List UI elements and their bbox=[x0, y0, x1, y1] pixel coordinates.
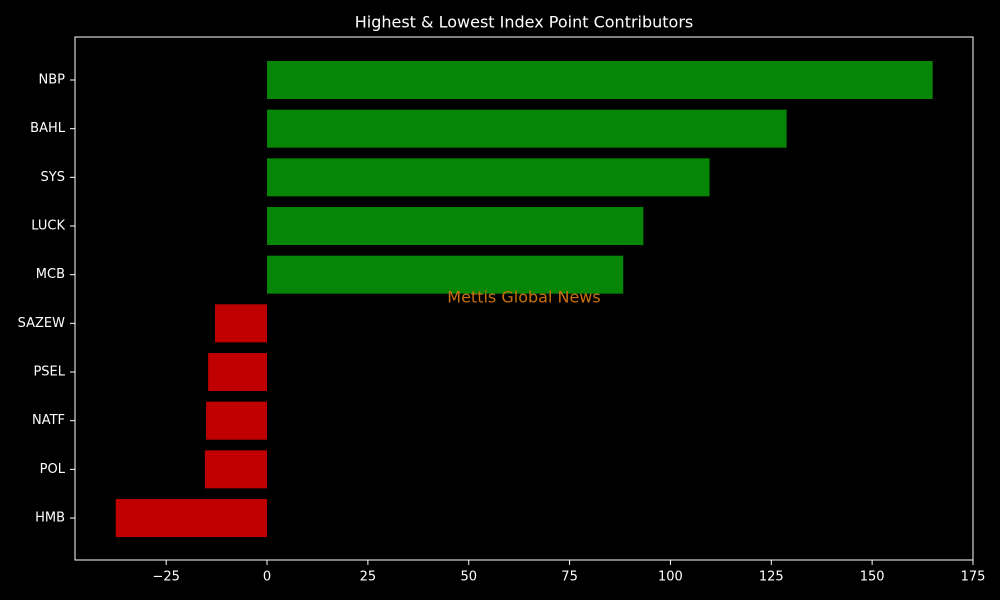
plot-frame bbox=[74, 36, 974, 561]
bar bbox=[208, 353, 268, 392]
chart-title: Highest & Lowest Index Point Contributor… bbox=[355, 13, 694, 32]
y-tick-label: SYS bbox=[41, 170, 65, 185]
y-tick-label: NATF bbox=[32, 413, 65, 428]
x-tick-label: 75 bbox=[561, 570, 578, 585]
y-tick-label: LUCK bbox=[31, 219, 65, 234]
bar bbox=[267, 109, 787, 148]
x-tick-label: 0 bbox=[263, 570, 271, 585]
y-tick-label: POL bbox=[40, 462, 66, 477]
y-tick-label: PSEL bbox=[33, 365, 65, 380]
x-tick-label: 175 bbox=[961, 570, 986, 585]
watermark: Mettis Global News bbox=[447, 288, 600, 307]
bar bbox=[267, 255, 624, 294]
y-tick-label: HMB bbox=[35, 511, 65, 526]
y-tick-label: MCB bbox=[36, 267, 65, 282]
bar bbox=[214, 304, 268, 343]
bar bbox=[206, 401, 268, 440]
bar bbox=[204, 450, 268, 489]
x-tick-label: 150 bbox=[860, 570, 885, 585]
bar bbox=[267, 158, 710, 197]
bar bbox=[115, 499, 268, 538]
y-tick-label: NBP bbox=[39, 73, 66, 88]
x-tick-label: 100 bbox=[658, 570, 683, 585]
x-tick-label: −25 bbox=[152, 570, 179, 585]
x-tick-label: 125 bbox=[759, 570, 784, 585]
y-tick-label: SAZEW bbox=[18, 316, 66, 331]
x-tick-label: 25 bbox=[360, 570, 377, 585]
bar bbox=[267, 61, 933, 99]
bar bbox=[267, 207, 644, 246]
y-tick-label: BAHL bbox=[30, 121, 66, 136]
x-tick-label: 50 bbox=[460, 570, 477, 585]
